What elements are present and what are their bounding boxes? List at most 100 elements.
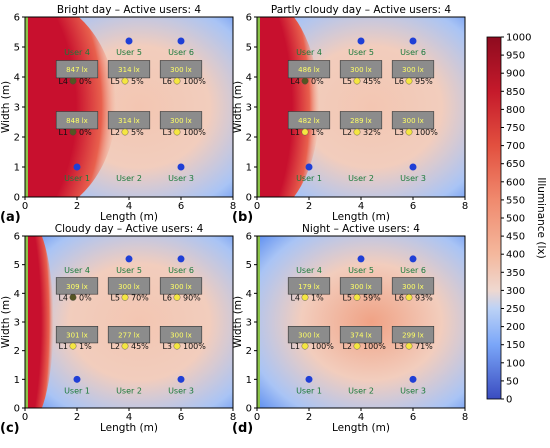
user-label: User 2 <box>348 174 374 183</box>
y-tick-label: 6 <box>246 232 252 243</box>
colorbar-tick-label: 50 <box>506 376 519 387</box>
luminaire-dot <box>353 77 361 85</box>
panel-title: Cloudy day – Active users: 4 <box>55 223 204 235</box>
user-label: User 3 <box>400 174 426 183</box>
user-label: User 6 <box>168 48 194 57</box>
y-axis-label: Width (m) <box>232 296 244 348</box>
desk-illuminance: 300 lx <box>402 117 424 125</box>
luminaire-dot <box>301 77 309 85</box>
colorbar-tick-label: 150 <box>506 340 525 351</box>
desk <box>287 325 331 344</box>
y-tick-label: 2 <box>246 133 252 144</box>
heatmap-area <box>25 236 233 408</box>
desk-illuminance: 300 lx <box>350 283 372 291</box>
panel-tag: (b) <box>232 210 253 225</box>
x-axis-label: Length (m) <box>100 422 158 434</box>
luminaire-dot <box>353 342 361 350</box>
colorbar-tick-label: 750 <box>506 123 525 134</box>
desk <box>55 325 99 344</box>
dimming-level: 59% <box>363 293 381 302</box>
desk <box>159 111 203 130</box>
luminaire-label: L5 <box>110 77 120 86</box>
luminaire-dot <box>405 77 413 85</box>
colorbar-tick-label: 950 <box>506 51 525 62</box>
user-label: User 1 <box>296 386 322 395</box>
luminaire-label: L1 <box>290 128 300 137</box>
y-tick-label: 3 <box>14 103 20 114</box>
dimming-level: 1% <box>79 342 92 351</box>
desk-illuminance: 300 lx <box>170 283 192 291</box>
desk-illuminance: 300 lx <box>170 332 192 340</box>
dimming-level: 100% <box>183 77 206 86</box>
luminaire-dot <box>405 342 413 350</box>
user-label: User 3 <box>400 386 426 395</box>
dimming-level: 71% <box>415 342 433 351</box>
window-strip <box>257 236 260 408</box>
x-tick-label: 6 <box>410 412 416 423</box>
desk <box>159 277 203 295</box>
user-marker <box>125 37 133 45</box>
x-tick-label: 8 <box>462 201 468 212</box>
luminaire-label: L6 <box>162 293 172 302</box>
desk-illuminance: 299 lx <box>402 332 424 340</box>
user-label: User 1 <box>296 174 322 183</box>
user-marker <box>409 37 417 45</box>
y-tick-label: 5 <box>14 43 20 54</box>
desk-illuminance: 300 lx <box>118 283 140 291</box>
panel-title: Bright day – Active users: 4 <box>57 4 202 16</box>
desk <box>339 111 383 130</box>
x-tick-label: 6 <box>410 201 416 212</box>
colorbar-tick-label: 200 <box>506 322 525 333</box>
x-tick-label: 4 <box>358 412 364 423</box>
daylight-zone <box>25 236 54 408</box>
x-tick-label: 4 <box>358 201 364 212</box>
panel: 0 2 4 6 8 0 1 2 3 4 5 6 Length (m) Width (m) Bright da… <box>0 4 236 225</box>
desk-illuminance: 486 lx <box>298 66 320 74</box>
y-tick-label: 4 <box>246 289 252 300</box>
desk-illuminance: 277 lx <box>118 332 140 340</box>
desk <box>287 60 331 79</box>
y-tick-label: 2 <box>14 346 20 357</box>
desk <box>339 325 383 344</box>
y-tick-label: 1 <box>14 375 20 386</box>
y-tick-label: 5 <box>246 43 252 54</box>
dimming-level: 100% <box>183 128 206 137</box>
dimming-level: 1% <box>311 128 324 137</box>
dimming-level: 1% <box>311 293 324 302</box>
y-tick-label: 4 <box>14 289 20 300</box>
user-marker <box>177 375 185 383</box>
desk <box>107 277 151 295</box>
dimming-level: 90% <box>183 293 201 302</box>
panel: 0 2 4 6 8 0 1 2 3 4 5 6 Length (m) Width (m) Cloudy da… <box>0 223 236 436</box>
x-tick-label: 6 <box>178 201 184 212</box>
luminaire-dot <box>301 342 309 350</box>
desk-illuminance: 289 lx <box>350 117 372 125</box>
desk <box>159 325 203 344</box>
luminaire-label: L4 <box>58 293 68 302</box>
luminaire-dot <box>121 293 129 301</box>
user-label: User 5 <box>348 48 374 57</box>
luminaire-dot <box>173 77 181 85</box>
luminaire-dot <box>69 77 77 85</box>
desk <box>159 60 203 79</box>
illuminance-field <box>25 236 233 408</box>
colorbar-tick-label: 850 <box>506 87 525 98</box>
colorbar-tick-label: 500 <box>506 214 525 225</box>
user-label: User 4 <box>296 266 322 275</box>
luminaire-label: L1 <box>58 342 68 351</box>
luminaire-label: L5 <box>110 293 120 302</box>
colorbar-tick-label: 550 <box>506 195 525 206</box>
user-marker <box>357 37 365 45</box>
heatmap-area <box>257 236 465 408</box>
luminaire-dot <box>353 293 361 301</box>
luminaire-dot <box>405 128 413 136</box>
luminaire-label: L1 <box>58 128 68 137</box>
colorbar-tick-label: 900 <box>506 69 525 80</box>
y-tick-label: 5 <box>14 260 20 271</box>
x-tick-label: 4 <box>126 201 132 212</box>
colorbar-tick-label: 600 <box>506 177 525 188</box>
luminaire-dot <box>69 293 77 301</box>
user-label: User 6 <box>400 48 426 57</box>
desk <box>391 325 435 344</box>
